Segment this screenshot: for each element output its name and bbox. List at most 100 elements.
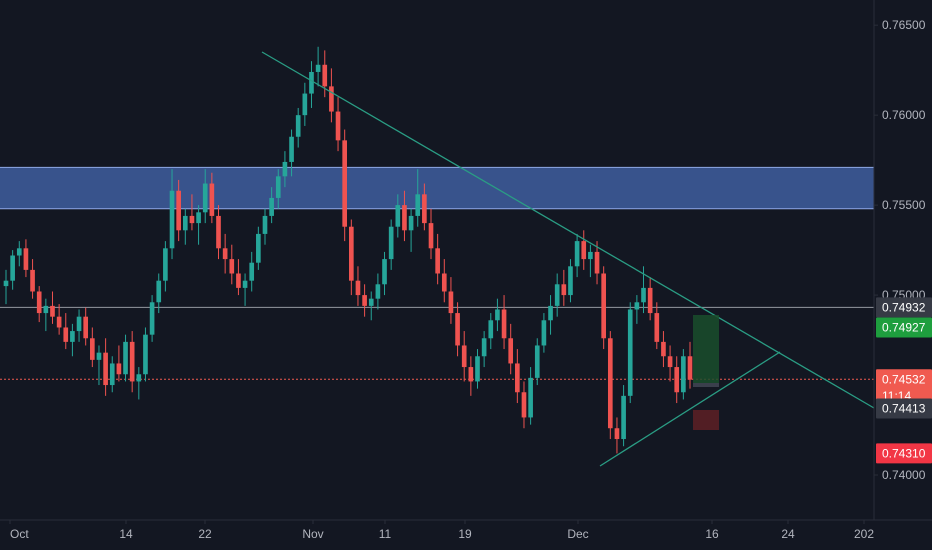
x-tick-label: 19 bbox=[458, 527, 472, 541]
candle bbox=[43, 298, 49, 332]
candle bbox=[408, 208, 414, 252]
candle bbox=[681, 349, 686, 400]
long-position-stop-box[interactable] bbox=[693, 410, 719, 430]
descending-trendline[interactable] bbox=[261, 51, 875, 409]
candle-body bbox=[96, 352, 102, 360]
candle bbox=[96, 345, 102, 386]
candle bbox=[435, 233, 440, 285]
candle-body bbox=[402, 205, 407, 231]
candle-body bbox=[76, 316, 82, 332]
candle-body bbox=[501, 309, 507, 339]
candle bbox=[481, 331, 487, 368]
candle-body bbox=[641, 287, 646, 303]
candle bbox=[634, 295, 640, 324]
candle-body bbox=[302, 93, 308, 116]
candle-body bbox=[256, 233, 261, 263]
candle-body bbox=[209, 183, 215, 216]
candle-body bbox=[661, 341, 666, 357]
candle-body bbox=[10, 255, 15, 281]
candle bbox=[282, 151, 288, 188]
candle-body bbox=[176, 190, 181, 231]
candle-body bbox=[63, 327, 69, 342]
candle-body bbox=[408, 215, 414, 231]
time-axis[interactable]: Oct 14 22 Nov 11 19 Dec 16 24 202 bbox=[9, 520, 874, 541]
y-tick-label: 0.75500 bbox=[882, 198, 926, 212]
candle-body bbox=[163, 248, 168, 281]
x-tick-label: 22 bbox=[198, 527, 212, 541]
candle bbox=[63, 313, 69, 350]
candle bbox=[50, 291, 55, 324]
long-position-entry-box[interactable] bbox=[693, 383, 719, 387]
candle-body bbox=[468, 367, 474, 382]
candle bbox=[182, 208, 188, 245]
candle-body bbox=[136, 374, 142, 382]
candle-body bbox=[348, 226, 354, 281]
price-badge-label: 0.74532 bbox=[882, 372, 926, 386]
price-badge: 0.74932 bbox=[876, 297, 932, 318]
candle bbox=[687, 341, 693, 389]
candle bbox=[10, 250, 15, 290]
candle-body bbox=[169, 190, 175, 249]
candle-body bbox=[528, 377, 533, 418]
candle-body bbox=[515, 363, 520, 393]
candle-body bbox=[335, 111, 341, 141]
candle bbox=[621, 385, 626, 447]
candle-body bbox=[621, 395, 626, 440]
price-badge: 0.74927 bbox=[876, 317, 932, 338]
candle-body bbox=[521, 392, 527, 418]
candle-body bbox=[242, 280, 248, 288]
ascending-trendline[interactable] bbox=[599, 351, 781, 467]
candle bbox=[169, 169, 175, 260]
candle bbox=[661, 331, 666, 368]
candle-body bbox=[182, 215, 188, 231]
candle bbox=[534, 338, 540, 386]
trendlines-layer bbox=[261, 51, 875, 467]
candle bbox=[581, 230, 587, 270]
candle-body bbox=[534, 345, 540, 378]
candle bbox=[455, 302, 460, 357]
candle bbox=[249, 251, 255, 292]
price-badge-background bbox=[876, 369, 932, 390]
candle bbox=[601, 266, 606, 350]
candle bbox=[568, 259, 573, 303]
candle-body bbox=[236, 273, 241, 288]
candle bbox=[561, 269, 567, 306]
candle bbox=[23, 239, 29, 278]
candle bbox=[468, 356, 474, 396]
candle-body bbox=[395, 205, 401, 227]
candle bbox=[667, 345, 673, 382]
candle bbox=[627, 302, 633, 404]
x-tick-label: Dec bbox=[567, 527, 588, 541]
candle bbox=[375, 273, 381, 310]
candle-body bbox=[634, 302, 640, 310]
candle-body bbox=[574, 241, 580, 267]
candle bbox=[156, 273, 162, 314]
long-position-profit-box[interactable] bbox=[693, 315, 719, 383]
price-badge-background bbox=[876, 398, 932, 419]
price-badge-label: 0.74927 bbox=[882, 320, 926, 334]
x-tick-label: 16 bbox=[705, 527, 719, 541]
candle bbox=[508, 323, 514, 375]
candle-body bbox=[196, 212, 201, 224]
candle bbox=[501, 295, 507, 350]
candle bbox=[541, 313, 547, 353]
candle bbox=[674, 356, 680, 404]
candle-body bbox=[654, 313, 660, 342]
candle bbox=[30, 259, 35, 299]
candle-body bbox=[116, 363, 122, 375]
candle-body bbox=[475, 356, 480, 382]
candle-body bbox=[262, 215, 268, 234]
candle bbox=[548, 295, 553, 335]
candle-body bbox=[202, 183, 208, 213]
candle-body bbox=[143, 334, 148, 375]
candle-body bbox=[422, 194, 427, 224]
candle-body bbox=[488, 320, 494, 339]
candle-body bbox=[461, 345, 467, 368]
candle-body bbox=[289, 136, 294, 162]
candle bbox=[588, 244, 593, 278]
candle bbox=[163, 241, 168, 292]
candle bbox=[149, 295, 155, 342]
candle bbox=[202, 169, 208, 224]
